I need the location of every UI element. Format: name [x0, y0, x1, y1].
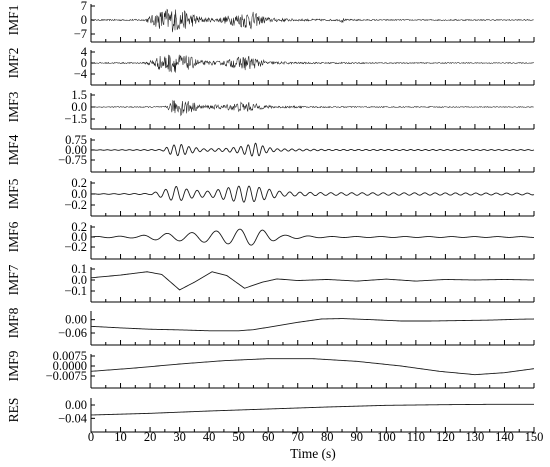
- signal-line: [90, 99, 534, 117]
- y-tick-label: −0.2: [64, 198, 87, 212]
- y-tick-label: −0.0075: [46, 369, 87, 383]
- signal-line: [90, 403, 534, 416]
- y-tick-label: 0: [81, 13, 87, 27]
- x-tick-label: 140: [495, 430, 514, 444]
- x-tick-label: 90: [351, 430, 364, 444]
- x-tick-label: 80: [321, 430, 334, 444]
- y-tick-label: 0.00: [65, 398, 87, 412]
- y-tick-label: 0.75: [65, 133, 87, 147]
- x-tick-label: 120: [436, 430, 455, 444]
- y-tick-label: −0.04: [58, 411, 88, 425]
- y-tick-label: 0.00: [65, 313, 87, 327]
- y-tick-label: 0.0: [71, 230, 87, 244]
- y-tick-label: −0.06: [58, 326, 87, 340]
- panel-label: IMF4: [6, 134, 21, 165]
- y-tick-label: −0.2: [64, 240, 87, 254]
- panel-imf5: 0.20.0−0.2 IMF5: [6, 176, 535, 217]
- x-axis-title: Time (s): [290, 446, 336, 461]
- x-tick-label: 110: [407, 430, 425, 444]
- panel-imf3: 1.50.0−1.5 IMF3: [6, 88, 535, 130]
- x-axis: 0 10 20 30 40 50 60 70 80 90 100 110 120 130 140 150: [88, 430, 544, 444]
- panel-label: IMF3: [6, 91, 21, 122]
- panel-label: IMF6: [6, 221, 21, 252]
- x-tick-label: 50: [232, 430, 245, 444]
- y-tick-label: −0.75: [58, 153, 87, 167]
- y-tick-label: 0.2: [71, 220, 87, 234]
- y-tick-label: 0.0000: [53, 359, 87, 373]
- x-tick-label: 70: [291, 430, 304, 444]
- panel-imf2: 40−4 IMF2: [6, 45, 535, 86]
- signal-line: [90, 185, 535, 203]
- signal-line: [90, 318, 535, 332]
- panel-imf8: 0.00−0.06 IMF8: [6, 307, 535, 346]
- y-tick-label: −4: [74, 67, 88, 81]
- x-tick-label: 0: [88, 430, 94, 444]
- y-tick-label: 4: [81, 45, 88, 59]
- x-tick-label: 40: [203, 430, 216, 444]
- y-tick-label: 1.5: [71, 88, 87, 102]
- signal-line: [90, 228, 535, 246]
- y-tick-label: 0: [81, 56, 87, 70]
- panel-imf1: 70−7 IMF1: [6, 0, 535, 43]
- signal-line: [90, 358, 535, 376]
- panel-imf6: 0.20.0−0.2 IMF6: [6, 220, 535, 260]
- x-tick-label: 150: [525, 430, 544, 444]
- x-tick-label: 130: [466, 430, 485, 444]
- y-tick-label: 0.0075: [53, 349, 87, 363]
- panels-layer: 70−7IMF140−4IMF21.50.0−1.5IMF30.750.00−0…: [6, 0, 535, 433]
- x-tick-label: 100: [377, 430, 396, 444]
- y-tick-label: 0.00: [65, 143, 87, 157]
- y-tick-label: 0.2: [71, 176, 87, 190]
- y-tick-label: 0.0: [71, 100, 87, 114]
- signal-line: [90, 142, 535, 157]
- panel-label: IMF5: [6, 178, 21, 209]
- y-tick-label: −7: [74, 27, 87, 41]
- signal-line: [90, 271, 535, 291]
- y-tick-label: 0.0: [71, 273, 87, 287]
- panel-imf4: 0.750.00−0.75 IMF4: [6, 133, 535, 173]
- panel-imf7: 0.10.0−0.1 IMF7: [6, 262, 535, 303]
- panel-res: 0.00−0.04 RES: [6, 398, 535, 433]
- signal-line: [90, 54, 534, 73]
- panel-label: IMF1: [6, 5, 21, 36]
- panel-label: IMF8: [6, 307, 21, 338]
- panel-label: IMF9: [6, 350, 21, 381]
- panel-label: RES: [6, 398, 21, 423]
- x-tick-label: 20: [144, 430, 157, 444]
- y-tick-label: 0.0: [71, 187, 87, 201]
- panel-label: IMF2: [6, 48, 21, 79]
- signal-line: [90, 8, 534, 33]
- x-tick-label: 60: [262, 430, 275, 444]
- y-tick-label: −1.5: [64, 112, 87, 126]
- y-tick-label: 7: [81, 0, 87, 13]
- panel-label: IMF7: [6, 264, 21, 295]
- y-tick-label: 0.1: [71, 262, 87, 276]
- y-tick-label: −0.1: [64, 284, 87, 298]
- x-tick-label: 10: [114, 430, 127, 444]
- x-tick-label: 30: [173, 430, 186, 444]
